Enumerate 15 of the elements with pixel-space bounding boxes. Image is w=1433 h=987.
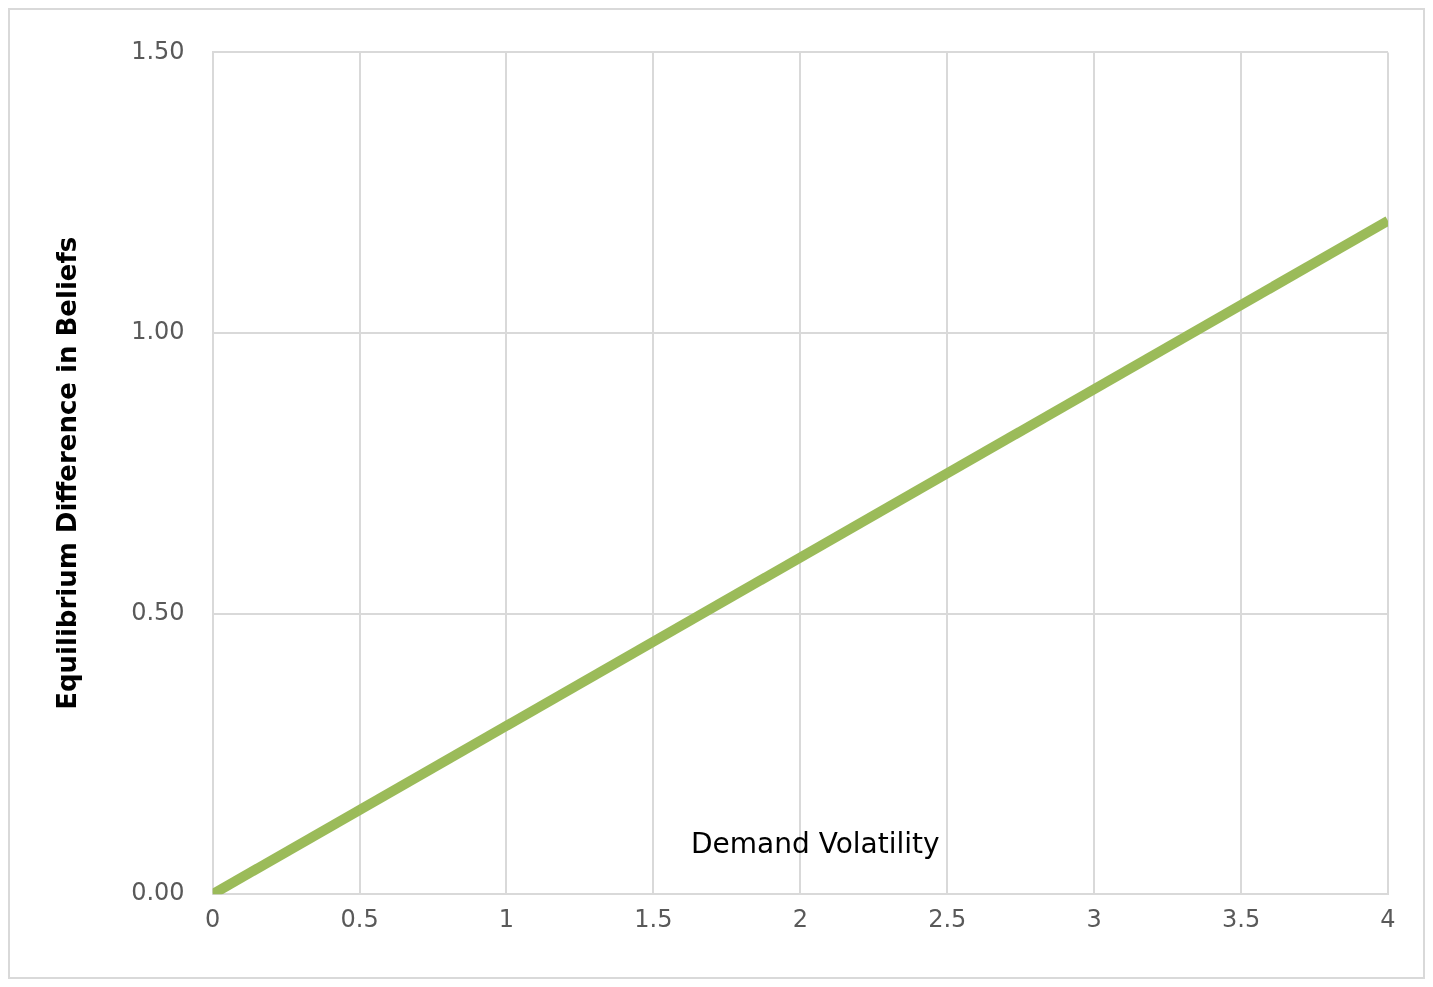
x-axis-title: Demand Volatility	[691, 827, 940, 861]
x-tick-label: 0.5	[340, 904, 379, 933]
y-tick-label: 0.50	[131, 597, 185, 626]
x-tick-label: 3	[1086, 904, 1102, 933]
x-tick-label: 3.5	[1221, 904, 1261, 933]
x-tick-label: 2	[792, 904, 808, 933]
y-tick-label: 1.50	[131, 36, 185, 65]
x-tick-label: 4	[1380, 904, 1396, 933]
y-axis-title: Equilibrium Difference in Beliefs	[52, 236, 83, 710]
y-tick-label: 0.00	[131, 878, 185, 907]
x-tick-label: 0	[205, 904, 221, 933]
x-tick-label: 2.5	[928, 904, 967, 933]
x-tick-label: 1.5	[634, 904, 673, 933]
x-tick-label: 1	[498, 904, 515, 933]
y-tick-label: 1.00	[131, 317, 185, 346]
